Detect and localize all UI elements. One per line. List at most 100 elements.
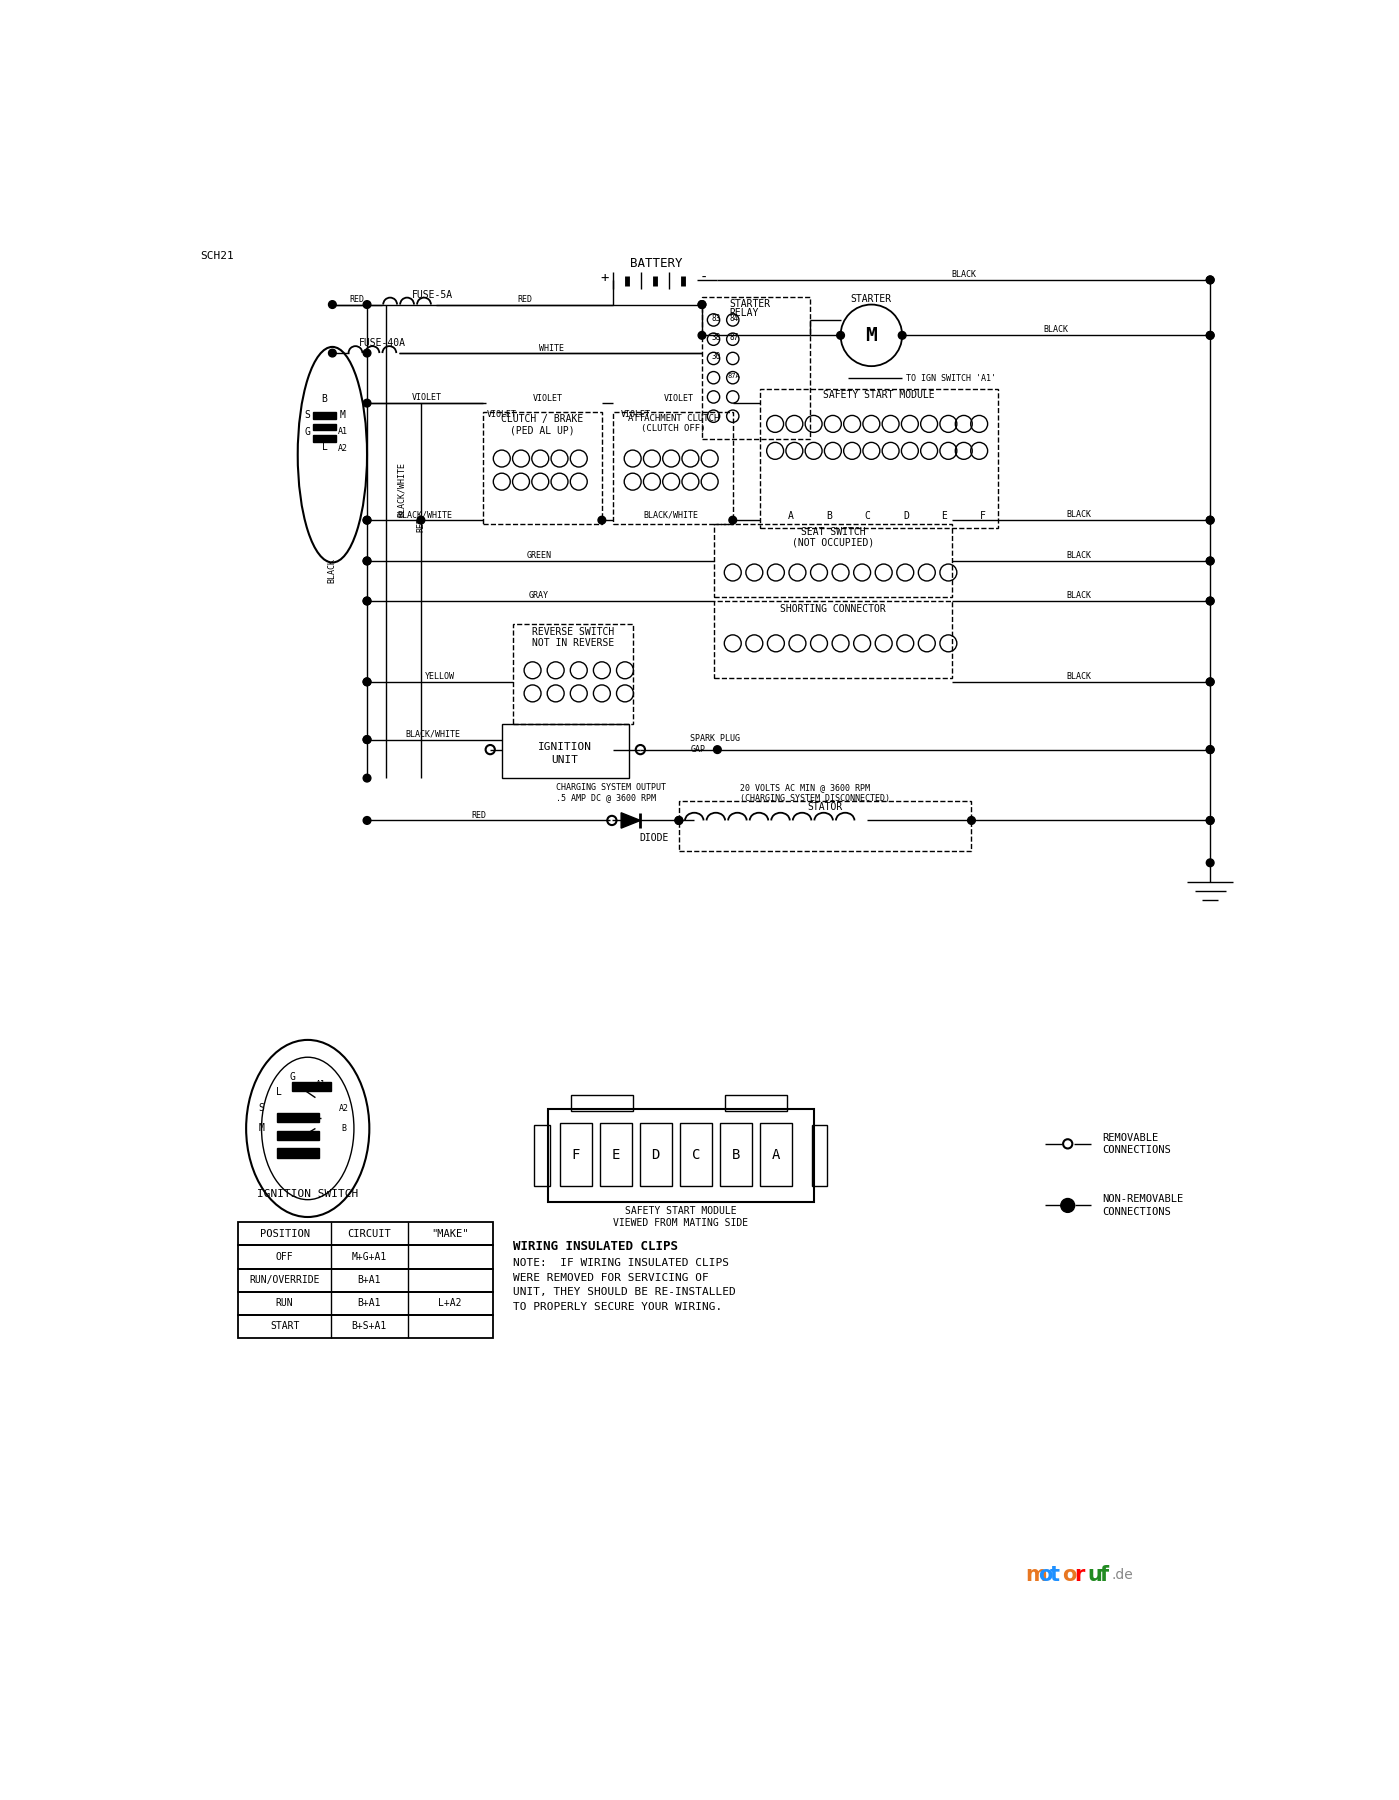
Bar [313,412,336,419]
Text: CONNECTIONS: CONNECTIONS [1102,1206,1171,1217]
Text: 87: 87 [730,333,739,342]
Bar [238,1292,492,1314]
Circle shape [1206,331,1214,338]
Text: BLACK/WHITE: BLACK/WHITE [397,509,452,518]
Text: +: + [600,270,609,284]
Circle shape [698,301,706,308]
Circle shape [364,774,371,781]
Bar [513,625,632,724]
Text: A1: A1 [337,427,347,436]
Text: DIODE: DIODE [639,833,669,842]
Text: o: o [1062,1564,1077,1586]
Text: B: B [732,1148,740,1163]
Bar [277,1130,319,1139]
Text: C: C [691,1148,700,1163]
Text: RED: RED [350,295,365,304]
Text: B: B [825,511,832,522]
Text: CONNECTIONS: CONNECTIONS [1102,1145,1171,1156]
Text: SHORTING CONNECTOR: SHORTING CONNECTOR [781,603,886,614]
Text: NON-REMOVABLE: NON-REMOVABLE [1102,1193,1184,1204]
Text: REMOVABLE: REMOVABLE [1102,1132,1158,1143]
Bar [811,1125,827,1186]
Bar [725,1096,786,1111]
Text: .de: .de [1112,1568,1133,1582]
Text: VIOLET: VIOLET [533,394,562,403]
Text: B+A1: B+A1 [358,1298,381,1309]
Text: YELLOW: YELLOW [425,671,455,680]
Text: RED: RED [518,295,533,304]
Circle shape [698,301,706,308]
Text: BLACK: BLACK [327,558,337,583]
Text: VIEWED FROM MATING SIDE: VIEWED FROM MATING SIDE [613,1219,748,1228]
Text: "MAKE": "MAKE" [431,1229,469,1238]
Bar [534,1125,550,1186]
Text: 20 VOLTS AC MIN @ 3600 RPM: 20 VOLTS AC MIN @ 3600 RPM [740,783,870,792]
Text: RELAY: RELAY [729,308,758,319]
Bar [548,1109,814,1202]
Circle shape [329,349,336,356]
Text: BATTERY: BATTERY [630,257,683,270]
Text: BLACK: BLACK [1067,590,1091,599]
Bar [713,524,953,598]
Circle shape [364,598,371,605]
Text: STARTER: STARTER [729,299,769,310]
Text: SPARK PLUG: SPARK PLUG [691,734,740,743]
Circle shape [364,517,371,524]
Text: D: D [652,1148,660,1163]
Text: ATTACHMENT CLUTCH: ATTACHMENT CLUTCH [628,414,719,423]
Text: A2: A2 [337,445,347,454]
Bar [571,1096,632,1111]
Bar [292,1082,330,1091]
Circle shape [676,817,683,824]
Circle shape [364,558,371,565]
Circle shape [698,331,706,338]
Bar [600,1123,632,1186]
Text: F: F [572,1148,579,1163]
Text: A: A [788,511,793,522]
Text: BLACK: BLACK [1067,671,1091,680]
Text: 84: 84 [730,313,739,322]
Bar [238,1314,492,1337]
Bar [760,1123,792,1186]
Text: FUSE-5A: FUSE-5A [411,290,453,299]
Circle shape [364,679,371,686]
Circle shape [1206,517,1214,524]
Bar [313,436,336,441]
Text: M: M [866,326,877,346]
Circle shape [364,349,371,356]
Text: RUN: RUN [276,1298,294,1309]
Text: BLACK/WHITE: BLACK/WHITE [404,729,460,738]
Text: E: E [611,1148,620,1163]
Circle shape [1206,558,1214,565]
Text: RED: RED [471,810,487,819]
Text: UNIT: UNIT [551,756,578,765]
Bar [238,1269,492,1292]
Circle shape [364,598,371,605]
Text: D: D [904,511,909,522]
Text: VIOLET: VIOLET [621,410,651,419]
Text: u: u [1087,1564,1102,1586]
Bar [238,1222,492,1246]
Circle shape [1206,517,1214,524]
Bar [313,423,336,430]
Text: WHITE: WHITE [539,344,564,353]
Text: B: B [341,1123,347,1132]
Circle shape [1206,817,1214,824]
Text: F: F [981,511,986,522]
Text: GRAY: GRAY [529,590,548,599]
Text: L: L [276,1087,281,1098]
Circle shape [364,558,371,565]
Text: .5 AMP DC @ 3600 RPM: .5 AMP DC @ 3600 RPM [555,794,656,803]
Bar [238,1246,492,1269]
Text: 38: 38 [711,333,720,342]
Text: TO IGN SWITCH 'A1': TO IGN SWITCH 'A1' [907,374,996,383]
Text: -: - [700,270,708,284]
Text: t: t [1051,1564,1060,1586]
Bar [613,412,733,524]
Circle shape [837,331,845,338]
Circle shape [364,736,371,743]
Text: B: B [322,394,327,405]
Text: GAP: GAP [691,745,705,754]
Bar [760,389,999,527]
Text: NOT IN REVERSE: NOT IN REVERSE [532,639,614,648]
